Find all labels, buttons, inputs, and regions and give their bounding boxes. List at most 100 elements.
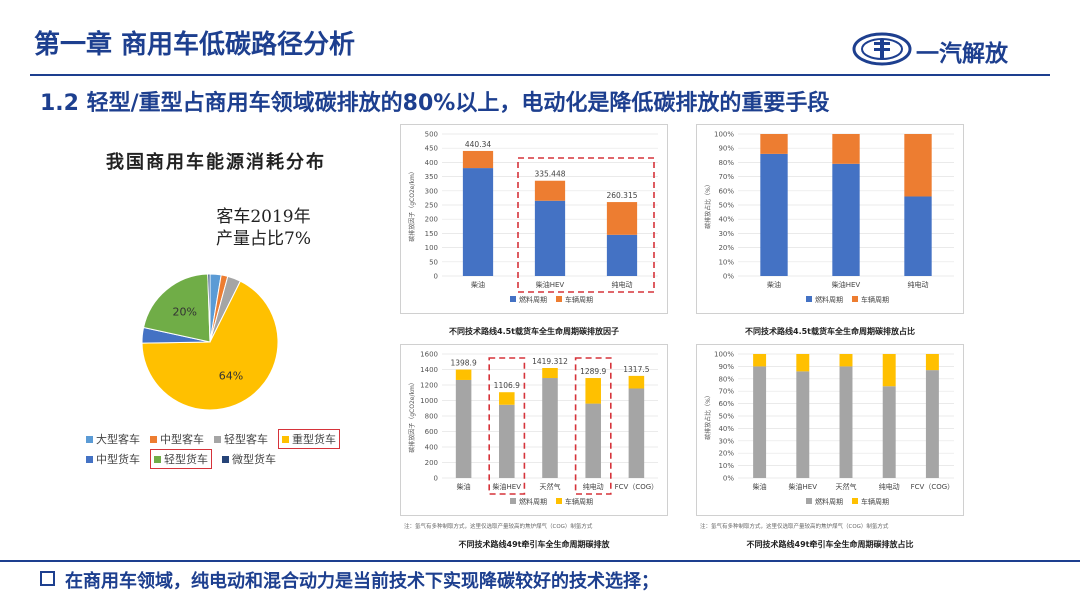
- caption-chart-3: 不同技术路线49t牵引车全生命周期碳排放: [458, 540, 610, 549]
- legend-item-large-bus: 大型客车: [86, 429, 140, 449]
- legend-item-light-bus: 轻型客车: [214, 429, 268, 449]
- legend-item-medium-truck: 中型货车: [86, 449, 140, 469]
- y-tick-label: 0: [434, 273, 438, 281]
- y-tick-label: 800: [425, 413, 438, 421]
- bar-segment-vehicle-cycle: [904, 134, 932, 197]
- pie-slice-5: [142, 273, 211, 343]
- pie-annotation: 客车2019年 产量占比7%: [216, 206, 311, 250]
- y-tick-label: 1200: [420, 382, 438, 390]
- pie-annotation-line1: 客车2019年: [216, 207, 311, 227]
- caption-chart-2: 不同技术路线4.5t载货车全生命周期碳排放占比: [745, 327, 915, 336]
- y-tick-label: 450: [425, 145, 438, 153]
- x-tick-label: FCV（COG）: [615, 483, 659, 491]
- x-tick-label: 柴油HEV: [536, 280, 565, 289]
- y-axis-label: 碳排放占比（%）: [704, 181, 712, 229]
- y-tick-label: 100: [425, 244, 438, 252]
- pie-annotation-line2: 产量占比7%: [216, 229, 311, 249]
- bar-total-label: 440.34: [465, 140, 491, 149]
- legend-swatch: [806, 498, 812, 504]
- legend-swatch: [556, 296, 562, 302]
- chapter-title: 第一章 商用车低碳路径分析: [34, 30, 356, 60]
- bar-total-label: 1289.9: [580, 367, 606, 376]
- legend-label: 中型客车: [160, 433, 204, 446]
- legend-swatch: [852, 498, 858, 504]
- y-tick-label: 200: [425, 216, 438, 224]
- legend-label: 中型货车: [96, 453, 140, 466]
- y-tick-label: 1600: [420, 351, 438, 359]
- bar-segment-fuel-cycle: [462, 168, 494, 276]
- bar-segment-vehicle-cycle: [760, 134, 788, 154]
- highlight-box: [488, 357, 526, 495]
- y-tick-label: 400: [425, 159, 438, 167]
- x-tick-label: 柴油: [767, 280, 781, 289]
- note-chart-4: 注：氢气有多种制取方式，这里仅选取产量较高的焦炉煤气（COG）制氢方式: [700, 524, 889, 530]
- y-tick-label: 20%: [718, 450, 734, 458]
- logo-text: 一汽解放: [916, 41, 1008, 67]
- bar-segment-vehicle-cycle: [832, 134, 860, 164]
- pie-data-label: 64%: [219, 369, 243, 382]
- y-tick-label: 250: [425, 202, 438, 210]
- bar-chart-49t-emission-factor: 0 200 400 600 800 1000 1200 1400 1600 碳排放因子（gCO2e…: [400, 344, 668, 516]
- y-tick-label: 350: [425, 173, 438, 181]
- note-chart-3: 注：氢气有多种制取方式，这里仅选取产量较高的焦炉煤气（COG）制氢方式: [404, 524, 593, 530]
- x-tick-label: 柴油HEV: [832, 280, 861, 289]
- y-tick-label: 50: [429, 258, 438, 266]
- legend-label: 燃料周期: [519, 295, 547, 304]
- bar-total-label: 335.448: [534, 170, 565, 179]
- pie-slice-6: [207, 273, 211, 343]
- chart-frame: [696, 344, 964, 516]
- y-tick-label: 10%: [718, 462, 734, 470]
- y-tick-label: 100%: [714, 351, 734, 359]
- caption-chart-1: 不同技术路线4.5t载货车全生命周期碳排放因子: [449, 327, 619, 336]
- y-tick-label: 20%: [718, 244, 734, 252]
- x-tick-label: 柴油HEV: [789, 482, 818, 491]
- legend-item-light-truck: 轻型货车: [150, 449, 212, 469]
- y-tick-label: 70%: [718, 388, 734, 396]
- y-tick-label: 10%: [718, 258, 734, 266]
- brand-logo: 一汽解放: [852, 30, 1062, 70]
- faw-logo-icon: [852, 32, 912, 66]
- caption-chart-4: 不同技术路线49t牵引车全生命周期碳排放占比: [746, 540, 914, 549]
- legend-label: 燃料周期: [815, 497, 843, 506]
- footer-bullet: 在商用车领域，纯电动和混合动力是当前技术下实现降碳较好的技术选择；: [40, 567, 659, 593]
- bar-segment-fuel-cycle: [534, 200, 566, 276]
- bar-segment-vehicle-cycle: [839, 354, 853, 367]
- legend-label: 车辆周期: [565, 295, 593, 304]
- x-tick-label: 纯电动: [879, 482, 900, 491]
- y-tick-label: 80%: [718, 375, 734, 383]
- legend-item-medium-bus: 中型客车: [150, 429, 204, 449]
- pie-chart: 64% 20%: [141, 273, 279, 411]
- bar-segment-vehicle-cycle: [462, 150, 494, 169]
- x-tick-label: 柴油: [457, 482, 471, 491]
- legend-swatch: [806, 296, 812, 302]
- y-tick-label: 0%: [723, 273, 734, 281]
- legend-label: 重型货车: [292, 433, 336, 446]
- bar-segment-vehicle-cycle: [925, 354, 939, 371]
- legend-label: 轻型货车: [164, 453, 208, 466]
- legend-label: 车辆周期: [861, 295, 889, 304]
- x-tick-label: 天然气: [540, 482, 561, 491]
- y-tick-label: 100%: [714, 131, 734, 139]
- bar-segment-fuel-cycle: [628, 388, 645, 478]
- bar-segment-fuel-cycle: [832, 163, 860, 276]
- x-tick-label: 纯电动: [908, 280, 929, 289]
- y-tick-label: 1000: [420, 397, 438, 405]
- bar-total-label: 1106.9: [494, 381, 520, 390]
- legend-swatch: [556, 498, 562, 504]
- bar-total-label: 1317.5: [623, 365, 649, 374]
- footer-bullet-text: 在商用车领域，纯电动和混合动力是当前技术下实现降碳较好的技术选择；: [65, 571, 659, 592]
- legend-label: 车辆周期: [565, 497, 593, 506]
- y-tick-label: 0%: [723, 475, 734, 483]
- legend-label: 燃料周期: [519, 497, 547, 506]
- bar-segment-fuel-cycle: [839, 366, 853, 478]
- y-tick-label: 500: [425, 131, 438, 139]
- legend-label: 燃料周期: [815, 295, 843, 304]
- pie-data-label: 20%: [173, 306, 197, 319]
- bar-segment-vehicle-cycle: [499, 392, 515, 405]
- pie-title: 我国商用车能源消耗分布: [106, 152, 326, 173]
- highlight-box: [574, 357, 612, 495]
- bar-segment-vehicle-cycle: [542, 368, 558, 379]
- square-bullet-icon: [40, 571, 55, 586]
- highlight-box: [517, 157, 655, 293]
- y-tick-label: 30%: [718, 230, 734, 238]
